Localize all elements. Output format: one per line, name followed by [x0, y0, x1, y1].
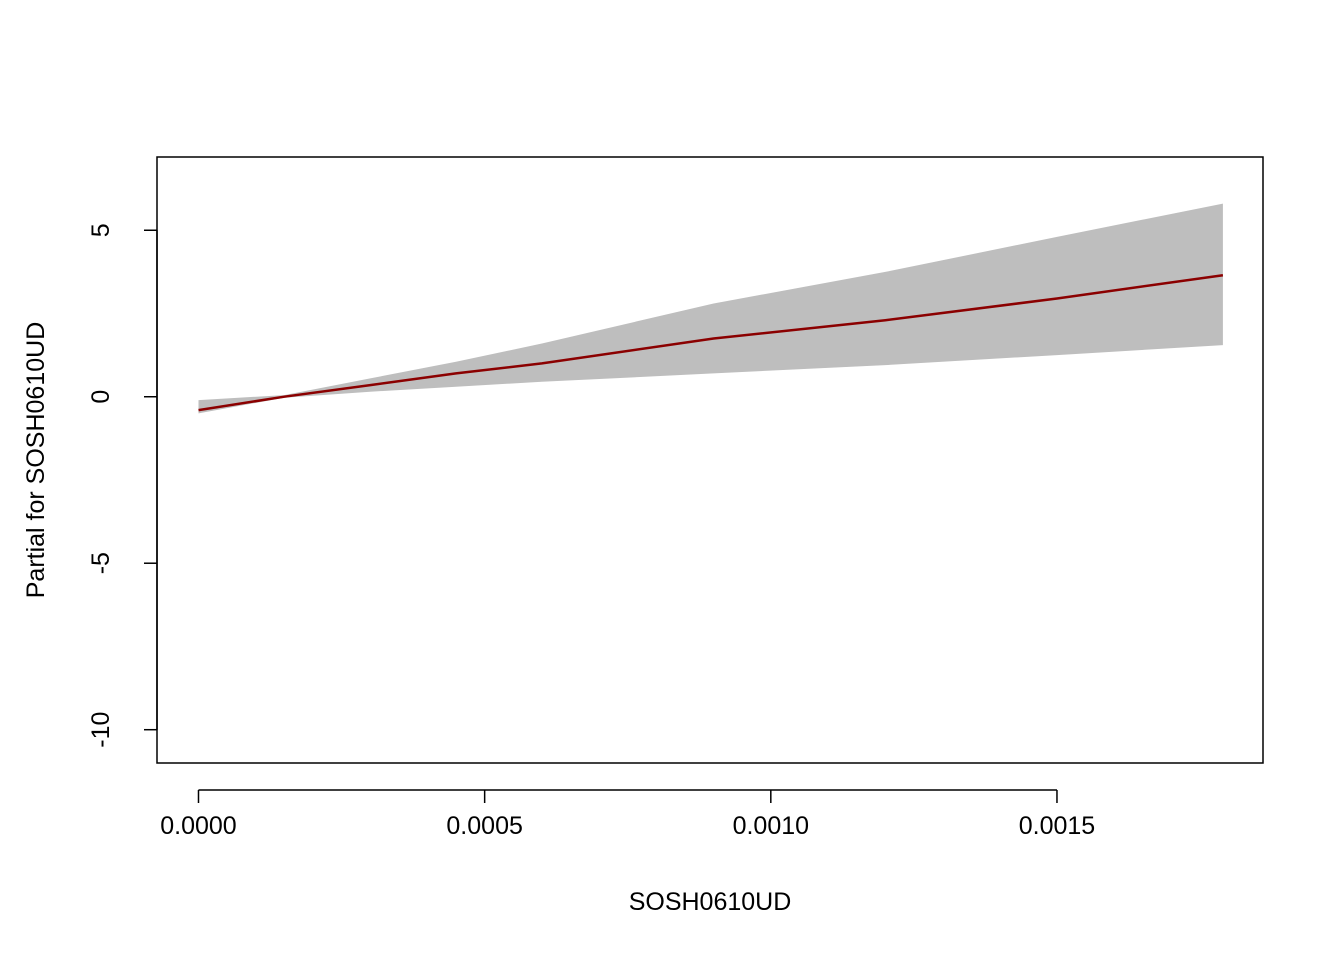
y-tick-label: -10 — [87, 712, 115, 748]
y-axis-label: Partial for SOSH0610UD — [22, 322, 50, 599]
fitted-line-layer — [198, 273, 1224, 412]
x-tick-label: 0.0010 — [733, 812, 809, 840]
x-axis-label: SOSH0610UD — [629, 888, 792, 916]
x-tick-label: 0.0015 — [1019, 812, 1095, 840]
y-tick-label: -5 — [87, 552, 115, 574]
x-tick-label: 0.0000 — [160, 812, 236, 840]
confidence-band — [198, 203, 1223, 414]
fitted-line — [198, 273, 1224, 412]
y-axis: -10 -5 0 5 — [87, 223, 158, 748]
y-tick-label: 5 — [87, 223, 115, 237]
y-tick-label: 0 — [87, 390, 115, 404]
x-tick-label: 0.0005 — [446, 812, 522, 840]
confidence-band-layer — [198, 203, 1223, 414]
x-axis: 0.0000 0.0005 0.0010 0.0015 — [160, 789, 1095, 840]
